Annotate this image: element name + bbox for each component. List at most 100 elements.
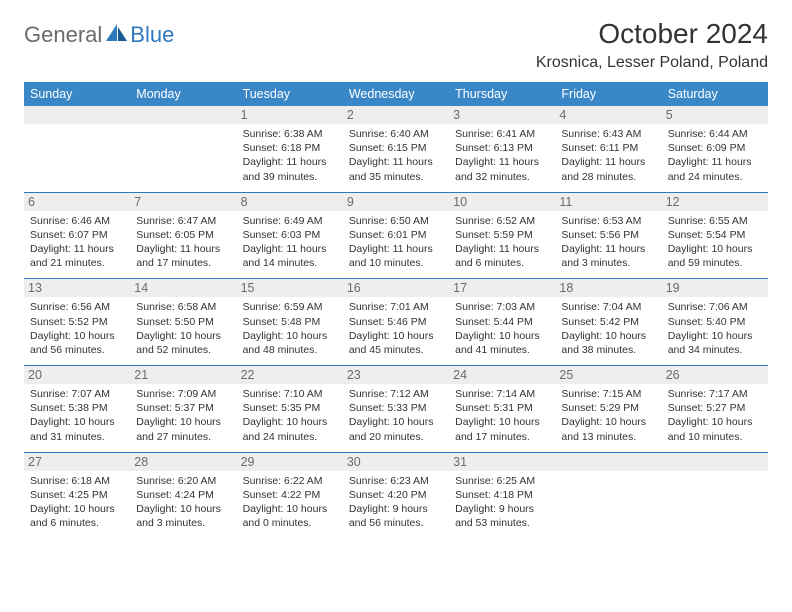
calendar-day-cell: 19Sunrise: 7:06 AMSunset: 5:40 PMDayligh…	[662, 279, 768, 366]
sunset-line: Sunset: 6:03 PM	[243, 228, 337, 242]
daylight-line-2: and 13 minutes.	[561, 430, 655, 444]
sunset-line: Sunset: 5:35 PM	[243, 401, 337, 415]
calendar-day-cell: 5Sunrise: 6:44 AMSunset: 6:09 PMDaylight…	[662, 106, 768, 192]
sunrise-line: Sunrise: 6:53 AM	[561, 214, 655, 228]
column-header: Tuesday	[237, 82, 343, 106]
daylight-line-2: and 14 minutes.	[243, 256, 337, 270]
daylight-line-1: Daylight: 11 hours	[136, 242, 230, 256]
daylight-line-1: Daylight: 10 hours	[455, 415, 549, 429]
daylight-line-2: and 48 minutes.	[243, 343, 337, 357]
sunrise-line: Sunrise: 7:10 AM	[243, 387, 337, 401]
calendar-week-row: 6Sunrise: 6:46 AMSunset: 6:07 PMDaylight…	[24, 192, 768, 279]
daylight-line-2: and 6 minutes.	[30, 516, 124, 530]
daylight-line-1: Daylight: 10 hours	[136, 329, 230, 343]
sunrise-line: Sunrise: 7:15 AM	[561, 387, 655, 401]
sunset-line: Sunset: 5:54 PM	[668, 228, 762, 242]
day-number: 26	[662, 366, 768, 384]
daylight-line-2: and 53 minutes.	[455, 516, 549, 530]
day-number: 16	[343, 279, 449, 297]
daylight-line-2: and 6 minutes.	[455, 256, 549, 270]
day-number: 14	[130, 279, 236, 297]
calendar-day-cell: 17Sunrise: 7:03 AMSunset: 5:44 PMDayligh…	[449, 279, 555, 366]
location-subtitle: Krosnica, Lesser Poland, Poland	[536, 54, 768, 72]
day-number: 17	[449, 279, 555, 297]
calendar-day-cell: 28Sunrise: 6:20 AMSunset: 4:24 PMDayligh…	[130, 452, 236, 538]
sunrise-line: Sunrise: 7:12 AM	[349, 387, 443, 401]
sunset-line: Sunset: 4:18 PM	[455, 488, 549, 502]
day-number: 4	[555, 106, 661, 124]
daylight-line-2: and 52 minutes.	[136, 343, 230, 357]
sunrise-line: Sunrise: 6:58 AM	[136, 300, 230, 314]
sunset-line: Sunset: 5:42 PM	[561, 315, 655, 329]
sunrise-line: Sunrise: 6:41 AM	[455, 127, 549, 141]
day-number: 9	[343, 193, 449, 211]
daylight-line-1: Daylight: 11 hours	[349, 242, 443, 256]
logo: General Blue	[24, 22, 174, 48]
sunrise-line: Sunrise: 6:47 AM	[136, 214, 230, 228]
calendar-day-cell	[662, 452, 768, 538]
daylight-line-2: and 17 minutes.	[455, 430, 549, 444]
calendar-day-cell: 13Sunrise: 6:56 AMSunset: 5:52 PMDayligh…	[24, 279, 130, 366]
calendar-day-cell: 3Sunrise: 6:41 AMSunset: 6:13 PMDaylight…	[449, 106, 555, 192]
calendar-day-cell: 26Sunrise: 7:17 AMSunset: 5:27 PMDayligh…	[662, 366, 768, 453]
daylight-line-1: Daylight: 11 hours	[243, 242, 337, 256]
day-number: 20	[24, 366, 130, 384]
sunset-line: Sunset: 6:09 PM	[668, 141, 762, 155]
sunset-line: Sunset: 6:07 PM	[30, 228, 124, 242]
daylight-line-1: Daylight: 11 hours	[455, 155, 549, 169]
calendar-day-cell	[130, 106, 236, 192]
daylight-line-2: and 45 minutes.	[349, 343, 443, 357]
daylight-line-2: and 3 minutes.	[561, 256, 655, 270]
calendar-day-cell: 15Sunrise: 6:59 AMSunset: 5:48 PMDayligh…	[237, 279, 343, 366]
daylight-line-2: and 56 minutes.	[349, 516, 443, 530]
calendar-day-cell: 21Sunrise: 7:09 AMSunset: 5:37 PMDayligh…	[130, 366, 236, 453]
logo-text-blue: Blue	[130, 22, 174, 48]
daylight-line-2: and 32 minutes.	[455, 170, 549, 184]
sunrise-line: Sunrise: 6:25 AM	[455, 474, 549, 488]
calendar-day-cell: 25Sunrise: 7:15 AMSunset: 5:29 PMDayligh…	[555, 366, 661, 453]
daylight-line-2: and 38 minutes.	[561, 343, 655, 357]
sunset-line: Sunset: 5:59 PM	[455, 228, 549, 242]
sunrise-line: Sunrise: 6:56 AM	[30, 300, 124, 314]
sunset-line: Sunset: 6:18 PM	[243, 141, 337, 155]
sunset-line: Sunset: 6:11 PM	[561, 141, 655, 155]
sunset-line: Sunset: 5:56 PM	[561, 228, 655, 242]
daylight-line-1: Daylight: 11 hours	[243, 155, 337, 169]
day-number: 19	[662, 279, 768, 297]
day-number: 8	[237, 193, 343, 211]
column-header: Friday	[555, 82, 661, 106]
daylight-line-2: and 59 minutes.	[668, 256, 762, 270]
daylight-line-2: and 56 minutes.	[30, 343, 124, 357]
sunset-line: Sunset: 5:37 PM	[136, 401, 230, 415]
sunset-line: Sunset: 5:52 PM	[30, 315, 124, 329]
column-header: Sunday	[24, 82, 130, 106]
daylight-line-1: Daylight: 10 hours	[455, 329, 549, 343]
sunrise-line: Sunrise: 6:23 AM	[349, 474, 443, 488]
daylight-line-2: and 0 minutes.	[243, 516, 337, 530]
logo-sail-icon	[106, 24, 128, 47]
sunrise-line: Sunrise: 6:22 AM	[243, 474, 337, 488]
daylight-line-1: Daylight: 11 hours	[455, 242, 549, 256]
sunrise-line: Sunrise: 6:50 AM	[349, 214, 443, 228]
sunrise-line: Sunrise: 6:55 AM	[668, 214, 762, 228]
daylight-line-1: Daylight: 10 hours	[561, 415, 655, 429]
calendar-week-row: 1Sunrise: 6:38 AMSunset: 6:18 PMDaylight…	[24, 106, 768, 192]
daylight-line-2: and 39 minutes.	[243, 170, 337, 184]
day-number: 12	[662, 193, 768, 211]
sunset-line: Sunset: 5:46 PM	[349, 315, 443, 329]
daylight-line-1: Daylight: 10 hours	[561, 329, 655, 343]
calendar-day-cell: 7Sunrise: 6:47 AMSunset: 6:05 PMDaylight…	[130, 192, 236, 279]
calendar-day-cell: 11Sunrise: 6:53 AMSunset: 5:56 PMDayligh…	[555, 192, 661, 279]
calendar-day-cell: 8Sunrise: 6:49 AMSunset: 6:03 PMDaylight…	[237, 192, 343, 279]
daylight-line-1: Daylight: 10 hours	[668, 242, 762, 256]
day-number: 1	[237, 106, 343, 124]
daylight-line-1: Daylight: 10 hours	[243, 329, 337, 343]
calendar-week-row: 13Sunrise: 6:56 AMSunset: 5:52 PMDayligh…	[24, 279, 768, 366]
sunset-line: Sunset: 5:31 PM	[455, 401, 549, 415]
day-number: 5	[662, 106, 768, 124]
day-number: 15	[237, 279, 343, 297]
calendar-day-cell: 18Sunrise: 7:04 AMSunset: 5:42 PMDayligh…	[555, 279, 661, 366]
daylight-line-2: and 10 minutes.	[668, 430, 762, 444]
page-title: October 2024	[536, 18, 768, 50]
daylight-line-1: Daylight: 11 hours	[561, 155, 655, 169]
